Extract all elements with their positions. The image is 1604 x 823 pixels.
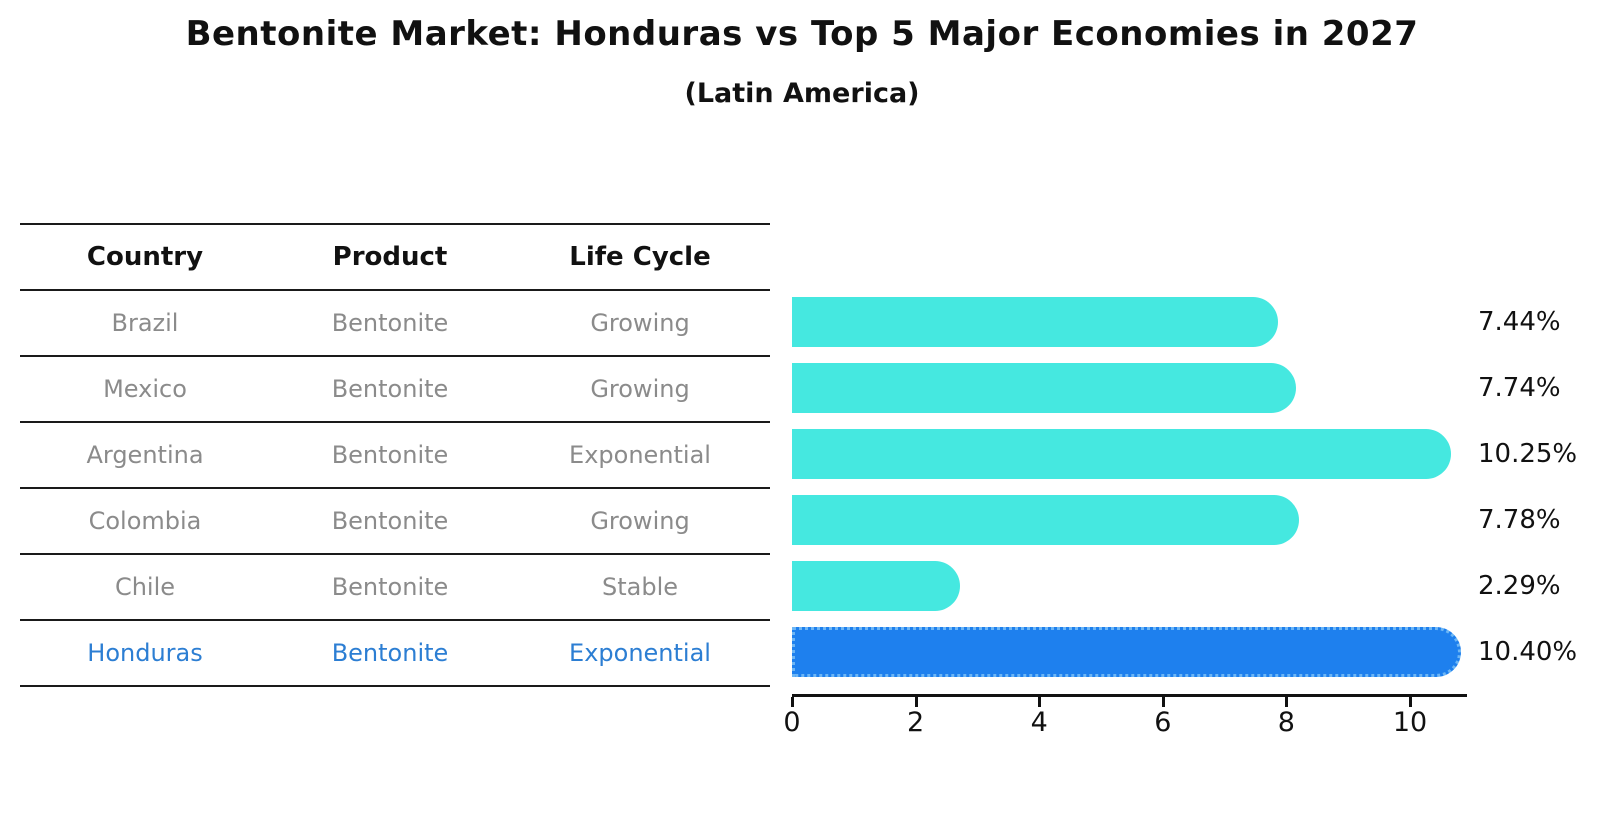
x-tick-label: 2: [907, 707, 925, 738]
col-header-product: Product: [332, 242, 448, 272]
value-label-colombia: 7.78%: [1478, 505, 1561, 535]
bar-colombia: [792, 495, 1299, 545]
value-label-brazil: 7.44%: [1478, 307, 1561, 337]
cell-product: Bentonite: [331, 507, 449, 535]
cell-country: Honduras: [87, 639, 203, 667]
x-tick: [1161, 697, 1165, 707]
cell-country: Argentina: [86, 441, 204, 469]
x-tick: [914, 697, 918, 707]
cell-life-cycle: Exponential: [569, 639, 711, 667]
col-header-country: Country: [86, 242, 204, 272]
x-tick: [1285, 697, 1289, 707]
cell-product: Bentonite: [331, 309, 449, 337]
value-label-mexico: 7.74%: [1478, 373, 1561, 403]
x-tick-label: 4: [1030, 707, 1048, 738]
table-row-chile: Chile Bentonite Stable: [20, 555, 770, 621]
cell-country: Brazil: [111, 309, 179, 337]
x-tick: [1038, 697, 1042, 707]
cell-life-cycle: Growing: [590, 309, 690, 337]
cell-product: Bentonite: [331, 375, 449, 403]
table-header-row: Country Product Life Cycle: [20, 225, 770, 291]
cell-country: Colombia: [88, 507, 202, 535]
bar-plot: 0 2 4 6 8 10: [783, 289, 1467, 738]
table-row-brazil: Brazil Bentonite Growing: [20, 291, 770, 357]
x-tick-label: 6: [1154, 707, 1172, 738]
cell-product: Bentonite: [331, 441, 449, 469]
bar-honduras: [792, 627, 1461, 677]
table-row-mexico: Mexico Bentonite Growing: [20, 357, 770, 423]
table-row-honduras: Honduras Bentonite Exponential: [20, 621, 770, 687]
country-table: Country Product Life Cycle Brazil Benton…: [20, 223, 770, 687]
value-label-honduras: 10.40%: [1478, 637, 1578, 667]
cell-life-cycle: Growing: [590, 507, 690, 535]
x-tick: [1409, 697, 1412, 707]
x-tick-label: 0: [783, 707, 801, 738]
bar-chile: [792, 561, 960, 611]
cell-product: Bentonite: [331, 639, 449, 667]
value-label-argentina: 10.25%: [1478, 439, 1578, 469]
bar-argentina: [792, 429, 1451, 479]
cell-life-cycle: Stable: [601, 573, 679, 601]
x-tick: [791, 697, 794, 707]
x-tick-label: 8: [1277, 707, 1295, 738]
cell-life-cycle: Exponential: [569, 441, 711, 469]
col-header-life-cycle: Life Cycle: [569, 242, 711, 272]
cell-country: Chile: [114, 573, 176, 601]
cell-country: Mexico: [103, 375, 187, 403]
chart-title: Bentonite Market: Honduras vs Top 5 Majo…: [185, 14, 1419, 54]
bar-mexico: [792, 363, 1296, 413]
table-row-argentina: Argentina Bentonite Exponential: [20, 423, 770, 489]
x-axis-line: [792, 694, 1467, 697]
chart-subtitle: (Latin America): [684, 78, 920, 109]
cell-life-cycle: Growing: [590, 375, 690, 403]
cell-product: Bentonite: [331, 573, 449, 601]
x-tick-label: 10: [1392, 707, 1428, 738]
bar-brazil: [792, 297, 1278, 347]
table-row-colombia: Colombia Bentonite Growing: [20, 489, 770, 555]
value-label-chile: 2.29%: [1478, 571, 1561, 601]
